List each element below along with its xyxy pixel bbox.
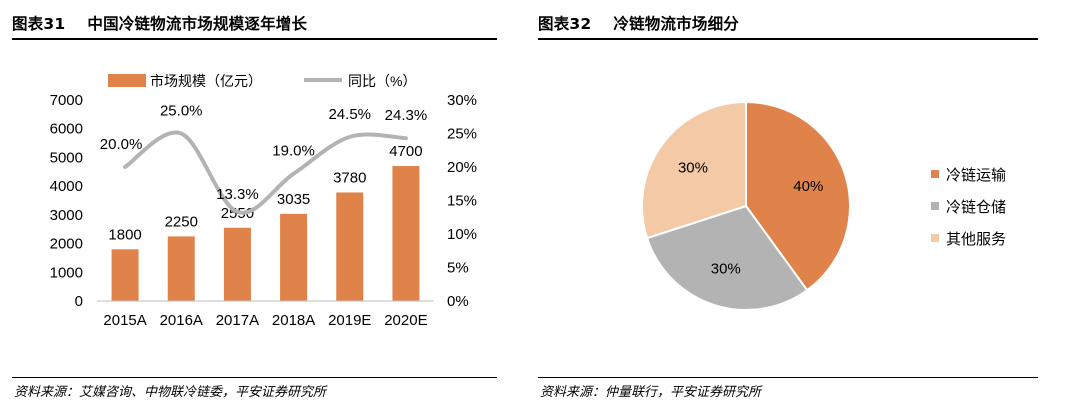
bar-value-label: 3035 [277, 191, 310, 208]
right-chart-title: 图表32 冷链物流市场细分 [538, 12, 739, 34]
line-value-label: 19.0% [272, 143, 315, 160]
left-chart-title-text: 中国冷链物流市场规模逐年增长 [87, 15, 308, 33]
left-chart-panel: 图表31 中国冷链物流市场规模逐年增长 0 1000 2000 3000 4000 5000… [12, 0, 497, 412]
x-tick-label: 2020E [384, 312, 427, 329]
x-tick-label: 2015A [103, 312, 146, 329]
bar [280, 213, 308, 301]
legend-swatch [931, 170, 939, 178]
line-value-label: 13.3% [216, 186, 259, 203]
left-title-rule [12, 38, 497, 40]
y-right-tick-label: 30% [447, 92, 477, 109]
y-left-tick-label: 7000 [50, 92, 83, 109]
bar-value-label: 2250 [165, 213, 198, 230]
bar [223, 227, 251, 301]
y-left-tick-label: 3000 [50, 207, 83, 224]
right-chart-title-text: 冷链物流市场细分 [613, 15, 739, 33]
y-right-tick-label: 5% [447, 260, 469, 277]
y-left-tick-label: 6000 [50, 121, 83, 138]
line-value-label: 24.5% [328, 106, 371, 123]
legend: 市场规模（亿元） 同比（%） [108, 73, 416, 89]
right-source-note: 资料来源：仲量联行，平安证券研究所 [540, 385, 762, 400]
line-value-label: 20.0% [100, 136, 143, 153]
pie-slice-label: 30% [711, 260, 741, 277]
y-right-tick-label: 25% [447, 126, 477, 143]
y-left-tick-label: 5000 [50, 149, 83, 166]
left-chart-number: 图表31 [12, 15, 66, 33]
right-title-rule [538, 38, 1038, 40]
combo-chart: 0 1000 2000 3000 4000 5000 6000 7000 0% 5% 10% 15% 2… [50, 73, 477, 329]
y-left-tick-label: 1000 [50, 264, 83, 281]
y-right-tick-label: 15% [447, 193, 477, 210]
bar [336, 192, 364, 301]
x-tick-label: 2019E [328, 312, 371, 329]
legend-label: 冷链仓储 [946, 199, 1006, 216]
y-right-tick-label: 10% [447, 226, 477, 243]
legend-label: 其他服务 [946, 231, 1006, 248]
bar [167, 236, 195, 301]
legend-swatch [931, 234, 939, 242]
y-left-tick-label: 4000 [50, 178, 83, 195]
y-right-tick-label: 0% [447, 293, 469, 310]
bar-value-label: 1800 [108, 226, 141, 243]
pie-slice [645, 204, 809, 311]
pie-slice-label: 40% [793, 178, 823, 195]
legend-label: 冷链运输 [946, 167, 1006, 184]
pie-slice [745, 100, 851, 292]
y-left-tick-label: 2000 [50, 236, 83, 253]
x-tick-label: 2018A [272, 312, 315, 329]
legend-swatch [931, 202, 939, 210]
y-right-tick-label: 20% [447, 159, 477, 176]
right-chart-number: 图表32 [538, 15, 592, 33]
y-left-tick-label: 0 [75, 293, 83, 310]
legend-line-label: 同比（%） [348, 73, 416, 89]
legend-bar-swatch [108, 74, 146, 87]
pie-slice-label: 30% [678, 159, 708, 176]
line-value-label: 25.0% [160, 103, 203, 120]
left-chart-title: 图表31 中国冷链物流市场规模逐年增长 [12, 12, 307, 34]
line-value-label: 24.3% [385, 107, 428, 124]
bar-value-label: 3780 [333, 169, 366, 186]
legend-bar-label: 市场规模（亿元） [150, 73, 262, 89]
left-source-rule [12, 377, 497, 378]
x-tick-label: 2017A [216, 312, 259, 329]
x-tick-label: 2016A [160, 312, 203, 329]
bar [392, 166, 420, 301]
bar-value-label: 4700 [389, 143, 422, 160]
right-source-rule [538, 377, 1038, 378]
pie-slice [641, 100, 747, 240]
bar [111, 249, 139, 301]
right-chart-panel: 图表32 冷链物流市场细分 40% 30% 30% 冷链运输冷链仓储其他服务 资料来源：… [538, 0, 1038, 412]
left-source-note: 资料来源：艾媒咨询、中物联冷链委，平安证券研究所 [14, 385, 327, 400]
